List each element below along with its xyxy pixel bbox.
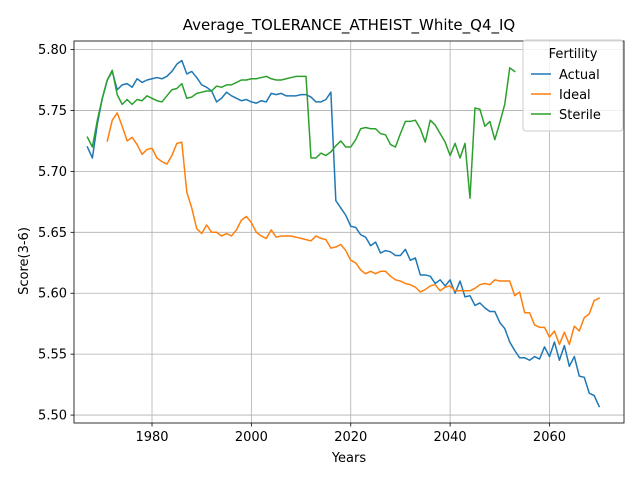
y-tick-label: 5.55	[38, 348, 67, 363]
x-axis-ticks: 1980 2000 2020 2040 2060	[135, 423, 566, 445]
y-axis-label: Score(3-6)	[17, 227, 32, 295]
y-axis-ticks: 5.50 5.55 5.60 5.65 5.70 5.75 5.80	[38, 43, 74, 424]
y-tick-label: 5.65	[38, 226, 67, 241]
chart-title: Average_TOLERANCE_ATHEIST_White_Q4_IQ	[183, 16, 515, 35]
x-tick-label: 1980	[135, 430, 168, 445]
y-tick-label: 5.75	[38, 104, 67, 119]
legend-item-actual: Actual	[531, 68, 600, 83]
series-line-actual	[86, 59, 601, 408]
y-tick-label: 5.60	[38, 287, 67, 302]
legend-label: Ideal	[559, 88, 591, 103]
y-tick-label: 5.50	[38, 409, 67, 424]
series-line-ideal	[106, 112, 601, 346]
legend-box	[522, 39, 624, 132]
y-tick-label: 5.80	[38, 43, 67, 58]
series-line-sterile	[86, 67, 516, 199]
x-axis-label: Years	[331, 451, 367, 466]
y-tick-label: 5.70	[38, 165, 67, 180]
legend-label: Sterile	[559, 108, 601, 123]
series-layer	[86, 59, 601, 408]
x-tick-label: 2000	[235, 430, 268, 445]
legend-item-sterile: Sterile	[531, 108, 601, 123]
x-tick-label: 2040	[434, 430, 467, 445]
x-tick-label: 2020	[334, 430, 367, 445]
legend-title: Fertility	[549, 47, 598, 62]
legend-label: Actual	[559, 68, 600, 83]
legend: Fertility Actual Ideal Sterile	[522, 39, 624, 132]
x-tick-label: 2060	[533, 430, 566, 445]
legend-item-ideal: Ideal	[531, 88, 591, 103]
